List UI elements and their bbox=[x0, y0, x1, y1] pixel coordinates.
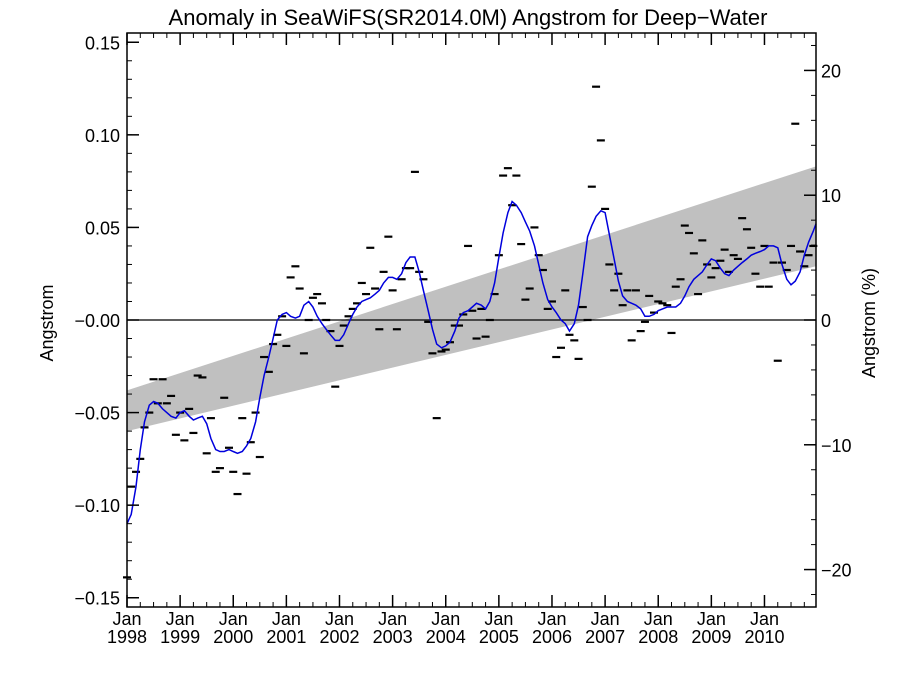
right-y-tick-label: 10 bbox=[821, 186, 841, 206]
x-tick-month-label: Jan bbox=[166, 609, 195, 629]
x-tick-month-label: Jan bbox=[591, 609, 620, 629]
x-tick-year-label: 2007 bbox=[585, 627, 625, 647]
x-tick-month-label: Jan bbox=[272, 609, 301, 629]
x-tick-year-label: 2000 bbox=[213, 627, 253, 647]
smoothed-anomaly-line bbox=[126, 200, 817, 525]
smoothed-series-line bbox=[126, 200, 817, 525]
x-tick-year-label: 2006 bbox=[532, 627, 572, 647]
right-y-tick-label: 20 bbox=[821, 61, 841, 81]
y-tick-label: 0.15 bbox=[85, 33, 120, 53]
x-axis: Jan1998Jan1999Jan2000Jan2001Jan2002Jan20… bbox=[107, 33, 805, 647]
trend-band bbox=[127, 166, 816, 432]
x-tick-month-label: Jan bbox=[431, 609, 460, 629]
x-tick-year-label: 2005 bbox=[479, 627, 519, 647]
y-tick-label: −0.10 bbox=[74, 496, 120, 516]
x-tick-month-label: Jan bbox=[112, 609, 141, 629]
x-tick-month-label: Jan bbox=[484, 609, 513, 629]
x-tick-month-label: Jan bbox=[697, 609, 726, 629]
right-y-tick-label: 0 bbox=[821, 311, 831, 331]
y-axis-label-left: Angstrom bbox=[37, 284, 57, 361]
x-tick-year-label: 1999 bbox=[160, 627, 200, 647]
left-y-axis: 0.15 0.10 0.05 −0.00 −0.05 −0.10 −0.15 bbox=[74, 33, 139, 609]
x-tick-month-label: Jan bbox=[325, 609, 354, 629]
y-tick-label: −0.05 bbox=[74, 404, 120, 424]
chart-title: Anomaly in SeaWiFS(SR2014.0M) Angstrom f… bbox=[169, 5, 768, 30]
right-y-tick-label: −10 bbox=[821, 436, 852, 456]
right-y-tick-label: −20 bbox=[821, 561, 852, 581]
right-y-axis: 20 10 0 −10 −20 bbox=[804, 44, 852, 596]
x-tick-year-label: 2008 bbox=[638, 627, 678, 647]
y-tick-label: 0.10 bbox=[85, 126, 120, 146]
y-axis-label-right: Angstrom (%) bbox=[859, 268, 879, 378]
x-tick-month-label: Jan bbox=[644, 609, 673, 629]
x-tick-month-label: Jan bbox=[537, 609, 566, 629]
x-tick-year-label: 2001 bbox=[266, 627, 306, 647]
x-tick-year-label: 2009 bbox=[691, 627, 731, 647]
y-tick-label: −0.00 bbox=[74, 311, 120, 331]
trend-uncertainty-band bbox=[127, 166, 816, 432]
x-tick-month-label: Jan bbox=[219, 609, 248, 629]
y-tick-label: −0.15 bbox=[74, 589, 120, 609]
x-tick-year-label: 2002 bbox=[319, 627, 359, 647]
y-tick-label: 0.05 bbox=[85, 218, 120, 238]
x-tick-month-label: Jan bbox=[378, 609, 407, 629]
x-tick-year-label: 2010 bbox=[744, 627, 784, 647]
x-tick-month-label: Jan bbox=[750, 609, 779, 629]
x-tick-year-label: 2004 bbox=[426, 627, 466, 647]
x-tick-year-label: 2003 bbox=[373, 627, 413, 647]
x-tick-year-label: 1998 bbox=[107, 627, 147, 647]
